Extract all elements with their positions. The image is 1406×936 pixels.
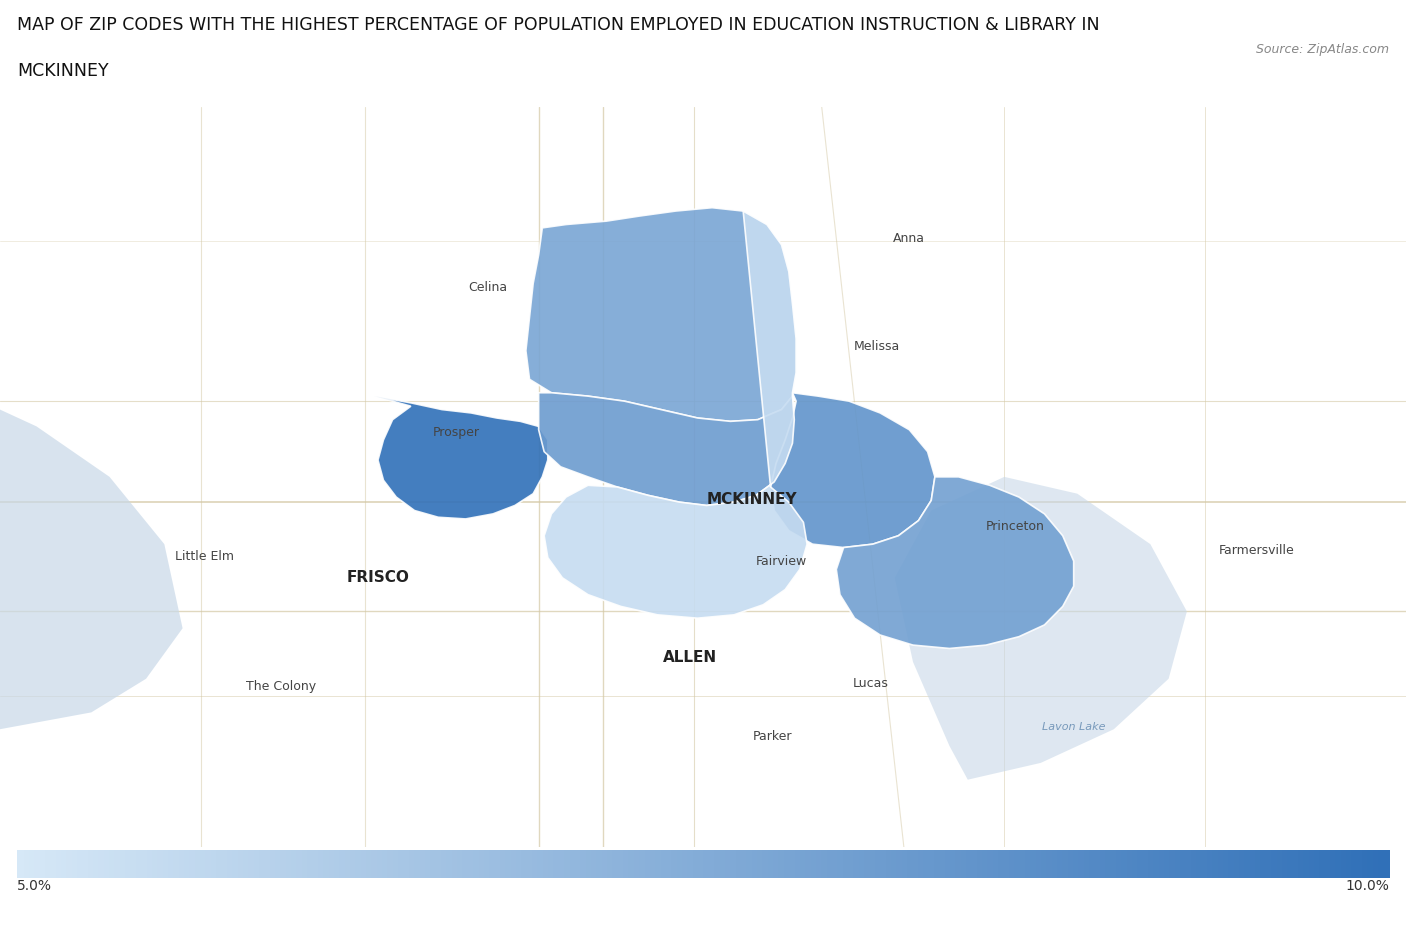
Text: Little Elm: Little Elm: [174, 549, 233, 563]
Text: ALLEN: ALLEN: [664, 650, 717, 665]
Polygon shape: [770, 393, 935, 548]
Text: Parker: Parker: [752, 730, 792, 742]
Text: Prosper: Prosper: [433, 426, 479, 438]
Text: Celina: Celina: [468, 281, 508, 294]
Polygon shape: [837, 477, 1074, 649]
Text: Lavon Lake: Lavon Lake: [1042, 721, 1105, 731]
Polygon shape: [526, 209, 796, 422]
Text: FRISCO: FRISCO: [346, 569, 409, 584]
Text: Anna: Anna: [893, 232, 925, 245]
Text: MCKINNEY: MCKINNEY: [707, 491, 797, 506]
Polygon shape: [538, 393, 794, 506]
Text: MCKINNEY: MCKINNEY: [17, 63, 108, 80]
Text: Princeton: Princeton: [986, 519, 1045, 533]
Text: Melissa: Melissa: [853, 340, 900, 353]
Text: 5.0%: 5.0%: [17, 878, 52, 892]
Text: The Colony: The Colony: [246, 680, 316, 693]
Text: Lucas: Lucas: [853, 676, 889, 689]
Text: 10.0%: 10.0%: [1346, 878, 1389, 892]
Polygon shape: [894, 477, 1187, 780]
Text: Source: ZipAtlas.com: Source: ZipAtlas.com: [1256, 43, 1389, 56]
Polygon shape: [0, 410, 183, 729]
Text: Farmersville: Farmersville: [1219, 543, 1294, 556]
Text: Fairview: Fairview: [756, 555, 807, 568]
Text: MAP OF ZIP CODES WITH THE HIGHEST PERCENTAGE OF POPULATION EMPLOYED IN EDUCATION: MAP OF ZIP CODES WITH THE HIGHEST PERCEN…: [17, 16, 1099, 34]
Polygon shape: [544, 212, 807, 619]
Polygon shape: [374, 397, 548, 519]
